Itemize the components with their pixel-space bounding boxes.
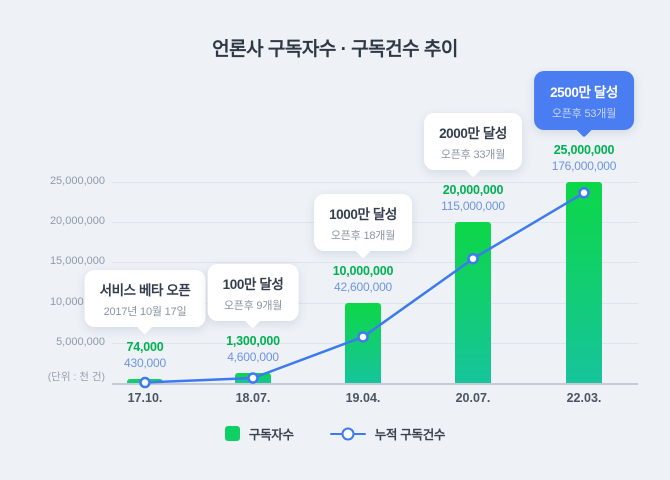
line-marker	[139, 376, 151, 389]
subscriber-value: 10,000,000	[332, 263, 394, 278]
milestone-title: 2000만 달성	[439, 126, 507, 142]
line-marker	[357, 331, 369, 343]
line-marker	[247, 372, 259, 384]
milestone-title: 2500만 달성	[550, 85, 618, 100]
value-labels: 10,000,000 42,600,000	[303, 263, 423, 295]
cumulative-value: 115,000,000	[441, 199, 505, 214]
cumulative-line-chart	[139, 187, 590, 389]
y-axis-tick-label: 15,000,000	[49, 255, 105, 268]
subscriber-bar	[345, 302, 381, 383]
milestone-subtitle: 오픈후 33개월	[440, 149, 506, 162]
value-labels: 25,000,000 176,000,000	[524, 142, 644, 174]
milestone-subtitle: 2017년 10월 17일	[103, 306, 187, 318]
subscriber-value: 74,000	[126, 340, 164, 354]
gridline	[112, 262, 638, 264]
cumulative-value: 176,000,000	[551, 159, 617, 173]
subscriber-value: 1,300,000	[226, 333, 280, 348]
milestone-subtitle: 오픈후 53개월	[551, 108, 617, 120]
legend-item-cumulative: 누적 구독건수	[329, 424, 446, 443]
cumulative-value: 42,600,000	[333, 279, 393, 294]
line-dot-icon	[341, 427, 355, 440]
x-axis-tick-label: 22.03.	[566, 391, 602, 405]
line-marker-icon	[329, 427, 366, 440]
gridline	[112, 182, 638, 183]
legend-item-subscribers: 구독자수	[224, 424, 294, 443]
x-axis-tick-label: 19.04.	[345, 391, 381, 405]
chart-title: 언론사 구독자수 · 구독건수 추이	[212, 39, 458, 60]
value-labels: 74,000 430,000	[85, 339, 205, 371]
milestone-subtitle: 오픈후 9개월	[223, 299, 283, 312]
legend: 구독자수 누적 구독건수	[0, 424, 670, 443]
callout-tail-icon	[575, 120, 593, 138]
cumulative-value: 430,000	[124, 356, 166, 370]
subscriber-bar	[455, 222, 491, 383]
line-marker	[578, 187, 590, 199]
subscriber-bar	[566, 182, 602, 383]
plot-area: 17.10. 18.07. 19.04. 20.07. 22.03. 74,000 430,…	[84, 71, 638, 405]
bar-swatch-icon	[224, 426, 240, 441]
y-axis-tick-label: 20,000,000	[49, 215, 105, 228]
unit-note: (단위 : 천 건)	[47, 371, 105, 383]
milestone-title: 100만 달성	[222, 276, 284, 292]
subscriber-value: 20,000,000	[442, 183, 504, 198]
subscriber-value: 25,000,000	[553, 143, 615, 157]
milestone-subtitle: 오픈후 18개월	[330, 229, 396, 242]
milestone-callout: 서비스 베타 오픈 2017년 10월 17일	[84, 270, 206, 335]
legend-bar-label: 구독자수	[248, 428, 294, 442]
x-axis-tick-label: 17.10.	[127, 391, 163, 405]
x-axis-tick-label: 18.07.	[235, 391, 271, 405]
x-axis-tick-label: 20.07.	[455, 391, 491, 405]
cumulative-value: 4,600,000	[227, 349, 279, 364]
milestone-title: 1000만 달성	[329, 206, 397, 222]
y-axis-tick-label: 5,000,000	[56, 335, 105, 348]
legend-line-label: 누적 구독건수	[374, 428, 446, 442]
milestone-title: 서비스 베타 오픈	[99, 283, 191, 298]
line-marker	[467, 252, 479, 265]
value-labels: 20,000,000 115,000,000	[413, 182, 533, 214]
value-labels: 1,300,000 4,600,000	[193, 333, 313, 365]
y-axis-tick-label: 25,000,000	[49, 175, 105, 187]
